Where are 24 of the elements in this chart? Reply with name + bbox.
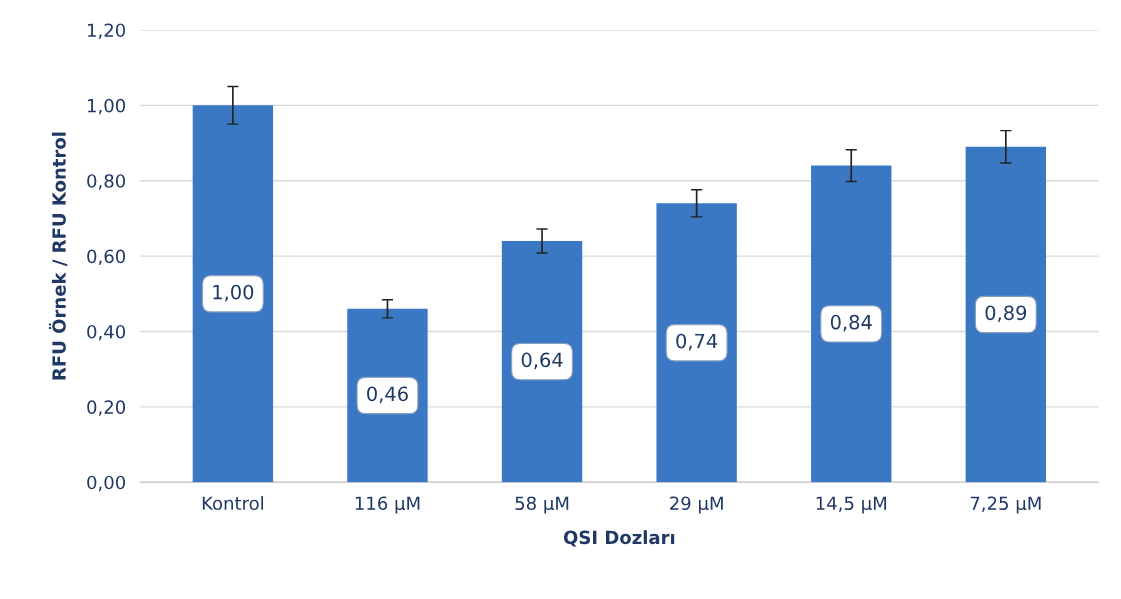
x-tick-label: 58 µM	[515, 496, 569, 514]
x-tick-label: Kontrol	[202, 496, 263, 511]
x-tick-label: 7,25 µM	[970, 496, 1041, 514]
data-label: 0,64	[521, 352, 563, 370]
y-tick-label: 0,80	[87, 174, 126, 190]
x-tick-label: 14,5 µM	[816, 496, 886, 514]
x-tick-label: 29 µM	[670, 496, 723, 514]
y-tick-label: 0,40	[87, 324, 126, 341]
y-tick-label: 0,00	[87, 475, 126, 492]
data-label: 1,00	[213, 284, 254, 302]
y-tick-label: 0,20	[87, 400, 126, 416]
data-label: 0,84	[830, 314, 872, 332]
y-tick-label: 0,60	[87, 249, 126, 266]
bar	[192, 105, 274, 483]
data-label: 0,46	[367, 386, 408, 404]
y-tick-label: 1,20	[88, 23, 126, 39]
x-tick-label: 116 µM	[355, 496, 420, 514]
bar	[965, 146, 1047, 483]
bar	[811, 165, 892, 483]
x-axis-title: QSI Dozları	[563, 530, 675, 547]
data-label: 0,74	[676, 333, 718, 351]
y-tick-label: 1,00	[88, 98, 126, 115]
data-label: 0,89	[985, 305, 1027, 323]
y-axis-title: RFU Örnek / RFU Kontrol	[48, 132, 68, 380]
